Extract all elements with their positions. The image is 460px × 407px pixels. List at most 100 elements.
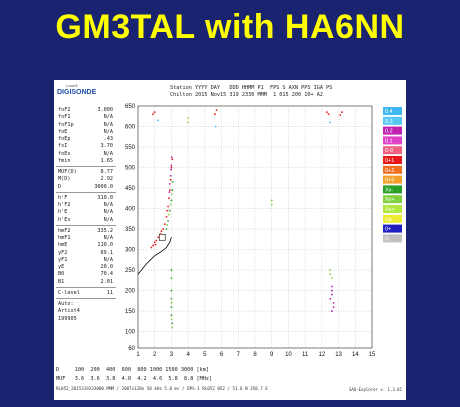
param-row: foE N/A [56,129,116,136]
legend-swatch [383,136,402,145]
data-point [162,228,164,230]
param-value: 335.2 [97,227,113,234]
data-point [168,183,171,185]
data-point [154,243,157,246]
legend-label: 0- [385,236,390,242]
param-row: h'F2 N/A [56,202,116,209]
legend-swatch [383,205,402,213]
param-row: fxI 3.70 [56,143,116,150]
param-row: B0 70.4 [56,271,116,278]
data-point [171,158,174,161]
y-tick-label: 350 [125,227,136,233]
data-point [330,310,333,312]
y-tick-label: 400 [125,207,136,213]
param-label: foF2 [58,107,71,113]
data-point [171,180,174,183]
param-divider [56,191,116,195]
param-row: hmF2 335.2 [56,228,116,235]
ionogram-header: Lowell DIGISONDE Station YYYY DAY DDD HH… [54,80,406,104]
param-label: yE [58,264,65,270]
data-point [170,193,173,196]
ionogram-panel: Lowell DIGISONDE Station YYYY DAY DDD HH… [54,80,406,400]
x-tick-label: 9 [270,352,274,358]
data-point [329,269,332,271]
data-point [165,228,168,230]
param-value: N/A [103,114,113,121]
footer-muf-row: MUF 3.6 3.6 3.8 4.0 4.2 4.6 5.8 8.8 [MHz… [56,376,213,382]
data-point [166,224,169,226]
param-row: M(D) 2.92 [56,176,116,183]
legend-label: 0.4 [385,109,393,115]
data-point [155,239,158,242]
x-tick-label: 1 [136,352,140,358]
param-row: foF1 N/A [56,114,116,121]
param-label: h'E [58,209,68,216]
param-value: N/A [103,216,113,223]
x-tick-label: 12 [319,352,326,358]
param-value: N/A [103,121,113,128]
param-value: 2.92 [100,176,114,183]
data-point [170,318,173,321]
data-point [332,306,335,308]
param-label: foEs [58,150,71,157]
param-label: hmE [58,242,68,249]
param-row: C-level 11 [56,290,116,297]
data-point [170,199,173,202]
data-point [329,121,332,124]
legend-label: 0+ [385,227,391,233]
x-tick-label: 14 [352,352,359,358]
data-point [157,236,159,239]
legend-swatch [383,214,402,223]
param-row: h'F 310.0 [56,195,116,202]
data-point [170,269,173,271]
data-point [170,166,173,169]
param-value: 110.0 [97,242,113,249]
param-divider [56,298,116,301]
x-tick-label: 6 [220,352,224,358]
param-value: 3000.0 [94,183,113,190]
param-row: yE 20.0 [56,264,116,271]
ionogram-plot: 1 2 3 4 5 6 7 8 9 10 11 12 13 14 156010015020025030035… [125,104,402,358]
legend-label: 0+1 [385,158,394,164]
data-point [160,230,163,233]
legend-swatch [383,175,402,184]
param-divider [56,286,116,290]
param-label: yF1 [58,256,68,263]
header-line-1: Station YYYY DAY DDD HHMM P1 FPS S AXN P… [170,85,333,91]
data-point [170,301,173,304]
digisonde-logo: DIGISONDE [57,89,97,96]
param-value: 2.01 [100,278,114,285]
data-point [329,273,332,276]
param-label: foF1 [58,114,71,121]
param-row: yF1 N/A [56,257,116,264]
data-point [214,125,217,128]
legend-label: Xv+ [385,207,395,213]
legend-swatch [383,224,402,233]
legend-label: 0.3 [385,119,393,125]
footer-version: SAO-Explorer v. 1.3.01 [349,387,402,392]
y-tick-label: 200 [125,289,136,295]
param-value: N/A [103,150,113,157]
legend-swatch [383,146,402,155]
param-row: B1 2.01 [56,279,116,286]
y-tick-label: 60 [128,346,135,352]
y-tick-label: 300 [125,248,136,254]
data-point [270,203,273,206]
param-label: yF2 [58,249,68,256]
parameter-table: foF2 3.000 foF1 N/A foF1p N/A foE N/A foEp .43 fxI… [56,107,116,323]
param-value: 1.65 [100,157,114,164]
data-point [339,114,342,116]
data-point [168,189,171,191]
autoscale-line: 199905 [58,315,77,322]
param-label: M(D) [58,176,71,183]
x-tick-label: 2 [153,352,157,358]
data-point [153,241,156,244]
y-tick-label: 100 [125,330,136,336]
param-label: B1 [58,278,65,285]
param-label: MUF(D) [58,169,77,175]
legend-label: 0-0 [385,148,393,154]
legend-label: 0+2 [385,168,394,174]
data-point [169,203,172,206]
x-tick-label: 10 [285,352,292,358]
param-row: foEp .43 [56,136,116,143]
